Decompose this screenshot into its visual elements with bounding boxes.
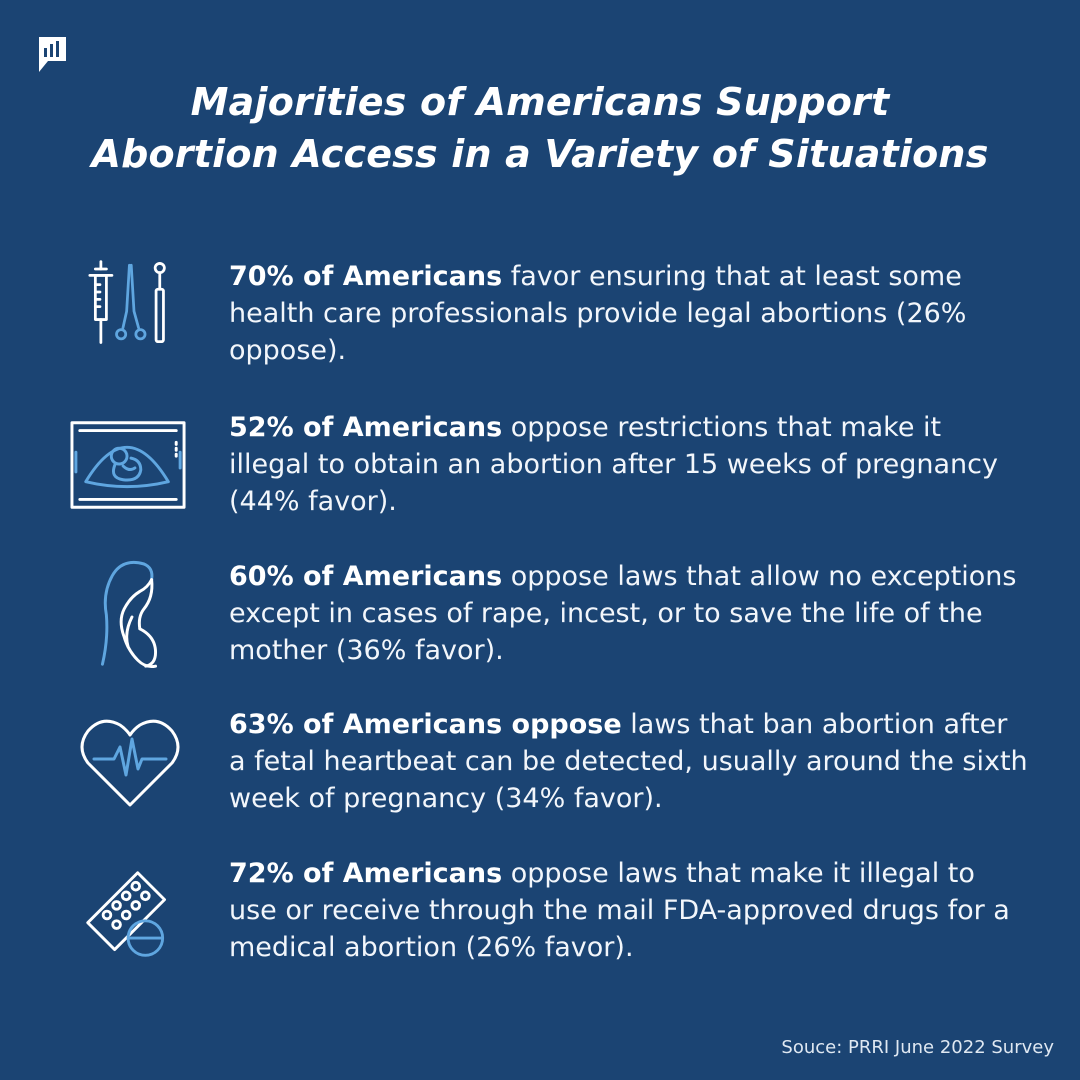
stat-text-3: 60% of Americans oppose laws that allow … bbox=[229, 558, 1029, 669]
stat-bold-2: 52% of Americans bbox=[229, 412, 503, 443]
source-note: Souce: PRRI June 2022 Survey bbox=[781, 1037, 1054, 1058]
title-line-1: Majorities of Americans Support bbox=[190, 80, 890, 124]
page-title: Majorities of Americans Support Abortion… bbox=[0, 76, 1080, 180]
stat-text-1: 70% of Americans favor ensuring that at … bbox=[229, 258, 1029, 369]
stat-bold-4: 63% of Americans oppose bbox=[229, 709, 622, 740]
stat-text-4: 63% of Americans oppose laws that ban ab… bbox=[229, 706, 1029, 817]
stat-rest-2: oppose restrictions that make it illegal… bbox=[229, 412, 998, 517]
stat-rest-1: favor ensuring that at least some health… bbox=[229, 261, 967, 366]
stat-bold-1: 70% of Americans bbox=[229, 261, 503, 292]
stat-rest-3: oppose laws that allow no exceptions exc… bbox=[229, 561, 1017, 666]
stat-text-5: 72% of Americans oppose laws that make i… bbox=[229, 855, 1029, 966]
title-line-2: Abortion Access in a Variety of Situatio… bbox=[91, 132, 989, 176]
medical-tools-icon bbox=[88, 260, 166, 344]
ultrasound-icon bbox=[70, 421, 186, 509]
prri-logo-icon bbox=[39, 37, 66, 72]
stat-text-2: 52% of Americans oppose restrictions tha… bbox=[229, 409, 1029, 520]
heartbeat-icon bbox=[80, 719, 180, 807]
pills-icon bbox=[86, 871, 166, 957]
stat-rest-5: oppose laws that make it illegal to use … bbox=[229, 858, 1010, 963]
stat-bold-5: 72% of Americans bbox=[229, 858, 503, 889]
pregnant-woman-icon bbox=[100, 560, 158, 669]
stat-bold-3: 60% of Americans bbox=[229, 561, 503, 592]
stat-rest-4: laws that ban abortion after a fetal hea… bbox=[229, 709, 1028, 814]
